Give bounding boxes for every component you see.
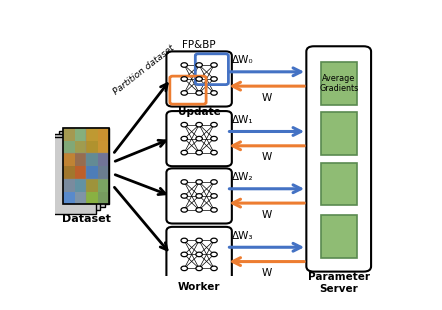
- Bar: [86, 128, 109, 153]
- Circle shape: [211, 122, 217, 127]
- Text: ΔW₂: ΔW₂: [232, 172, 253, 182]
- Circle shape: [211, 77, 217, 81]
- FancyBboxPatch shape: [50, 137, 96, 214]
- FancyBboxPatch shape: [306, 46, 371, 272]
- FancyBboxPatch shape: [166, 227, 232, 282]
- Circle shape: [181, 91, 187, 95]
- Circle shape: [181, 122, 187, 127]
- FancyBboxPatch shape: [166, 168, 232, 224]
- FancyBboxPatch shape: [321, 215, 357, 258]
- Circle shape: [211, 208, 217, 212]
- Bar: [63, 179, 86, 204]
- FancyBboxPatch shape: [321, 62, 357, 105]
- Bar: [98, 128, 109, 141]
- Text: ΔW₃: ΔW₃: [232, 231, 253, 241]
- FancyBboxPatch shape: [321, 162, 357, 206]
- Text: Parameter
Server: Parameter Server: [308, 272, 370, 294]
- Circle shape: [181, 266, 187, 271]
- Bar: [75, 179, 86, 192]
- Bar: [86, 166, 98, 179]
- Circle shape: [211, 63, 217, 67]
- Bar: [98, 179, 109, 192]
- Circle shape: [196, 208, 202, 212]
- Circle shape: [211, 194, 217, 198]
- Circle shape: [196, 238, 202, 243]
- Text: ΔW₀: ΔW₀: [232, 55, 253, 65]
- Bar: [86, 153, 98, 166]
- Circle shape: [181, 180, 187, 184]
- Bar: [86, 179, 98, 192]
- FancyBboxPatch shape: [63, 128, 109, 204]
- FancyBboxPatch shape: [321, 113, 357, 155]
- Text: Average
Gradients: Average Gradients: [319, 74, 358, 93]
- Circle shape: [181, 77, 187, 81]
- Circle shape: [196, 252, 202, 257]
- Circle shape: [196, 150, 202, 155]
- Bar: [75, 166, 86, 179]
- Bar: [75, 192, 86, 204]
- Circle shape: [211, 91, 217, 95]
- Circle shape: [211, 150, 217, 155]
- Circle shape: [196, 77, 202, 81]
- Bar: [98, 192, 109, 204]
- Circle shape: [196, 180, 202, 184]
- Bar: [86, 141, 98, 153]
- Circle shape: [196, 136, 202, 141]
- Bar: [63, 192, 75, 204]
- Circle shape: [196, 194, 202, 198]
- Bar: [86, 153, 109, 179]
- Text: ΔW₁: ΔW₁: [232, 115, 253, 125]
- Bar: [63, 166, 75, 179]
- Circle shape: [211, 136, 217, 141]
- Circle shape: [211, 180, 217, 184]
- Bar: [63, 141, 75, 153]
- Bar: [98, 141, 109, 153]
- FancyBboxPatch shape: [166, 111, 232, 166]
- Circle shape: [211, 238, 217, 243]
- Circle shape: [181, 208, 187, 212]
- FancyBboxPatch shape: [58, 131, 105, 207]
- Text: W: W: [262, 210, 272, 220]
- Bar: [63, 179, 75, 192]
- Bar: [86, 128, 98, 141]
- FancyBboxPatch shape: [54, 134, 100, 210]
- Bar: [86, 192, 98, 204]
- Bar: [75, 141, 86, 153]
- Bar: [63, 153, 75, 166]
- FancyBboxPatch shape: [166, 51, 232, 107]
- Bar: [86, 179, 109, 204]
- Circle shape: [181, 150, 187, 155]
- Circle shape: [196, 122, 202, 127]
- Text: FP&BP: FP&BP: [182, 40, 216, 50]
- Circle shape: [211, 252, 217, 257]
- Circle shape: [181, 136, 187, 141]
- Circle shape: [181, 238, 187, 243]
- Circle shape: [181, 194, 187, 198]
- Text: Dataset: Dataset: [61, 214, 110, 224]
- Circle shape: [196, 266, 202, 271]
- Bar: [63, 128, 75, 141]
- Bar: [63, 153, 86, 179]
- Circle shape: [211, 266, 217, 271]
- Bar: [75, 153, 86, 166]
- Text: Partition dataset: Partition dataset: [112, 44, 176, 97]
- Bar: [75, 128, 86, 141]
- Text: W: W: [262, 153, 272, 162]
- Bar: [98, 166, 109, 179]
- Circle shape: [196, 91, 202, 95]
- Text: Worker: Worker: [178, 282, 221, 292]
- Circle shape: [196, 63, 202, 67]
- Bar: [98, 153, 109, 166]
- Circle shape: [181, 63, 187, 67]
- Text: W: W: [262, 93, 272, 103]
- Circle shape: [181, 252, 187, 257]
- Text: Update: Update: [178, 107, 221, 117]
- Text: W: W: [262, 268, 272, 278]
- Bar: [63, 128, 86, 153]
